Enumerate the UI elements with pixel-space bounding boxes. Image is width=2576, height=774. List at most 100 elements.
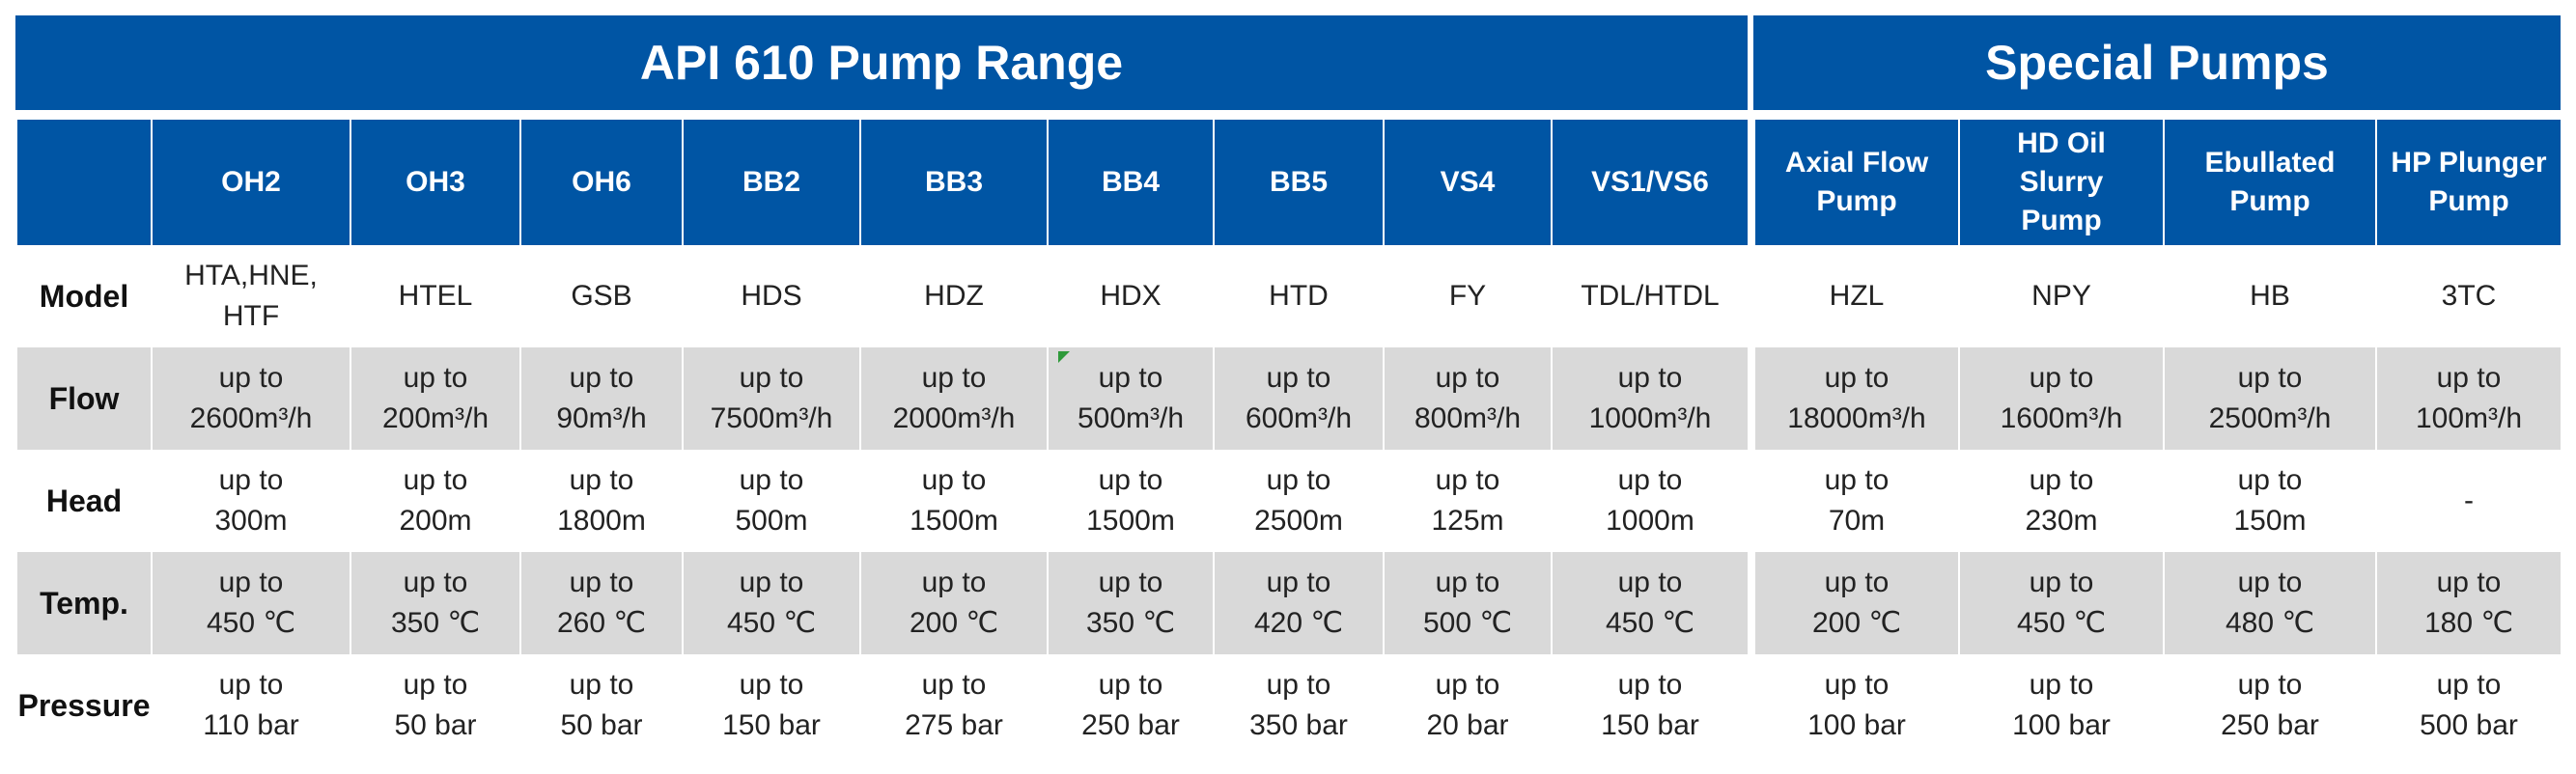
- special-pumps-header-row: Axial Flow Pump HD Oil Slurry Pump Ebullated P…: [1753, 120, 2562, 245]
- column-header: BB2: [682, 120, 861, 245]
- table-row: up to 70m up to 230m up to 150m -: [1753, 450, 2562, 552]
- table-cell-head: up to 2500m: [1213, 450, 1385, 552]
- table-cell-pressure: up to 100 bar: [1753, 654, 1960, 757]
- table-cell-pressure: up to 50 bar: [519, 654, 684, 757]
- column-header: OH3: [350, 120, 521, 245]
- table-cell-head: up to 1000m: [1551, 450, 1750, 552]
- table-cell-flow: up to 1600m³/h: [1958, 347, 2165, 450]
- column-header: BB4: [1047, 120, 1215, 245]
- table-cell-head: up to 1500m: [859, 450, 1049, 552]
- table-row: HZL NPY HB 3TC: [1753, 245, 2562, 347]
- cell-comment-marker: [1058, 351, 1070, 363]
- table-cell-flow: up to 7500m³/h: [682, 347, 861, 450]
- table-cell-flow: up to 1000m³/h: [1551, 347, 1750, 450]
- column-header: BB5: [1213, 120, 1385, 245]
- column-header: HD Oil Slurry Pump: [1958, 120, 2165, 245]
- table-cell-head: up to 300m: [151, 450, 351, 552]
- table-cell-head: up to 150m: [2163, 450, 2377, 552]
- table-cell-model: HTD: [1213, 245, 1385, 347]
- table-row: Temp. up to 450 ℃ up to 350 ℃ up to 260 ℃ up to…: [15, 552, 1750, 654]
- table-cell-temp: up to 350 ℃: [1047, 552, 1215, 654]
- table-row: up to 200 ℃ up to 450 ℃ up to 480 ℃ up to 180 ℃: [1753, 552, 2562, 654]
- table-cell-model: HDZ: [859, 245, 1049, 347]
- api610-title: API 610 Pump Range: [15, 15, 1748, 110]
- table-cell-pressure: up to 50 bar: [350, 654, 521, 757]
- api610-table: OH2 OH3 OH6 BB2 BB3 BB4 BB5 VS4 VS1/VS6 Model HTA…: [15, 120, 1750, 757]
- api610-header-row: OH2 OH3 OH6 BB2 BB3 BB4 BB5 VS4 VS1/VS6: [15, 120, 1750, 245]
- column-header: BB3: [859, 120, 1049, 245]
- table-cell-pressure: up to 100 bar: [1958, 654, 2165, 757]
- table-cell-temp: up to 200 ℃: [1753, 552, 1960, 654]
- table-cell-temp: up to 480 ℃: [2163, 552, 2377, 654]
- column-header: HP Plunger Pump: [2375, 120, 2562, 245]
- table-cell-flow: up to 200m³/h: [350, 347, 521, 450]
- table-cell-head: up to 125m: [1383, 450, 1553, 552]
- table-row: up to 18000m³/h up to 1600m³/h up to 2500m³/h…: [1753, 347, 2562, 450]
- table-row: Model HTA,HNE, HTF HTEL GSB HDS HDZ HDX HTD FY TDL…: [15, 245, 1750, 347]
- table-cell-flow: up to 600m³/h: [1213, 347, 1385, 450]
- table-cell-flow: up to 2000m³/h: [859, 347, 1049, 450]
- table-cell-model: HTEL: [350, 245, 521, 347]
- table-cell-head: up to 500m: [682, 450, 861, 552]
- table-cell-temp: up to 450 ℃: [1958, 552, 2165, 654]
- table-cell-model: GSB: [519, 245, 684, 347]
- column-header: VS4: [1383, 120, 1553, 245]
- table-cell-pressure: up to 350 bar: [1213, 654, 1385, 757]
- table-cell-flow: up to 2600m³/h: [151, 347, 351, 450]
- table-cell-head: up to 230m: [1958, 450, 2165, 552]
- table-cell-head: up to 200m: [350, 450, 521, 552]
- table-cell-model: HTA,HNE, HTF: [151, 245, 351, 347]
- table-cell-flow: up to 2500m³/h: [2163, 347, 2377, 450]
- table-cell-temp: up to 450 ℃: [1551, 552, 1750, 654]
- column-header: OH2: [151, 120, 351, 245]
- table-cell-model: HDS: [682, 245, 861, 347]
- column-header: Axial Flow Pump: [1753, 120, 1960, 245]
- row-label: Head: [15, 450, 153, 552]
- table-cell-pressure: up to 150 bar: [682, 654, 861, 757]
- row-label: Flow: [15, 347, 153, 450]
- table-cell-model: NPY: [1958, 245, 2165, 347]
- table-cell-temp: up to 450 ℃: [682, 552, 861, 654]
- table-cell-model: HZL: [1753, 245, 1960, 347]
- table-cell-temp: up to 200 ℃: [859, 552, 1049, 654]
- table-cell-temp: up to 260 ℃: [519, 552, 684, 654]
- table-cell-head: -: [2375, 450, 2562, 552]
- table-cell-flow: up to 500m³/h: [1047, 347, 1215, 450]
- table-cell-head: up to 1800m: [519, 450, 684, 552]
- table-cell-model: FY: [1383, 245, 1553, 347]
- table-cell-temp: up to 350 ℃: [350, 552, 521, 654]
- table-cell-pressure: up to 250 bar: [1047, 654, 1215, 757]
- table-cell-flow: up to 18000m³/h: [1753, 347, 1960, 450]
- api610-section: API 610 Pump Range OH2 OH3 OH6 BB2 BB3 BB4 BB5…: [15, 15, 1750, 757]
- table-row: Flow up to 2600m³/h up to 200m³/h up to 90m³/h…: [15, 347, 1750, 450]
- table-row: up to 100 bar up to 100 bar up to 250 bar up t…: [1753, 654, 2562, 757]
- table-cell-pressure: up to 110 bar: [151, 654, 351, 757]
- table-cell-flow: up to 800m³/h: [1383, 347, 1553, 450]
- table-cell-model: HB: [2163, 245, 2377, 347]
- table-cell-temp: up to 500 ℃: [1383, 552, 1553, 654]
- table-row: Pressure up to 110 bar up to 50 bar up to 50 b…: [15, 654, 1750, 757]
- row-label: Temp.: [15, 552, 153, 654]
- table-cell-flow: up to 90m³/h: [519, 347, 684, 450]
- table-cell-model: TDL/HTDL: [1551, 245, 1750, 347]
- table-cell-flow: up to 100m³/h: [2375, 347, 2562, 450]
- table-cell-model: 3TC: [2375, 245, 2562, 347]
- special-pumps-section: Special Pumps Axial Flow Pump HD Oil Slurry…: [1753, 15, 2562, 757]
- table-cell-pressure: up to 20 bar: [1383, 654, 1553, 757]
- table-cell-pressure: up to 150 bar: [1551, 654, 1750, 757]
- table-cell-pressure: up to 250 bar: [2163, 654, 2377, 757]
- table-cell-temp: up to 450 ℃: [151, 552, 351, 654]
- table-row: Head up to 300m up to 200m up to 1800m up to 500…: [15, 450, 1750, 552]
- table-cell-head: up to 1500m: [1047, 450, 1215, 552]
- table-cell-model: HDX: [1047, 245, 1215, 347]
- row-label: Model: [15, 245, 153, 347]
- special-pumps-title: Special Pumps: [1753, 15, 2561, 110]
- table-cell-pressure: up to 500 bar: [2375, 654, 2562, 757]
- column-header: VS1/VS6: [1551, 120, 1750, 245]
- header-corner-cell: [15, 120, 153, 245]
- row-label: Pressure: [15, 654, 153, 757]
- table-cell-temp: up to 420 ℃: [1213, 552, 1385, 654]
- table-cell-pressure: up to 275 bar: [859, 654, 1049, 757]
- column-header: Ebullated Pump: [2163, 120, 2377, 245]
- table-cell-head: up to 70m: [1753, 450, 1960, 552]
